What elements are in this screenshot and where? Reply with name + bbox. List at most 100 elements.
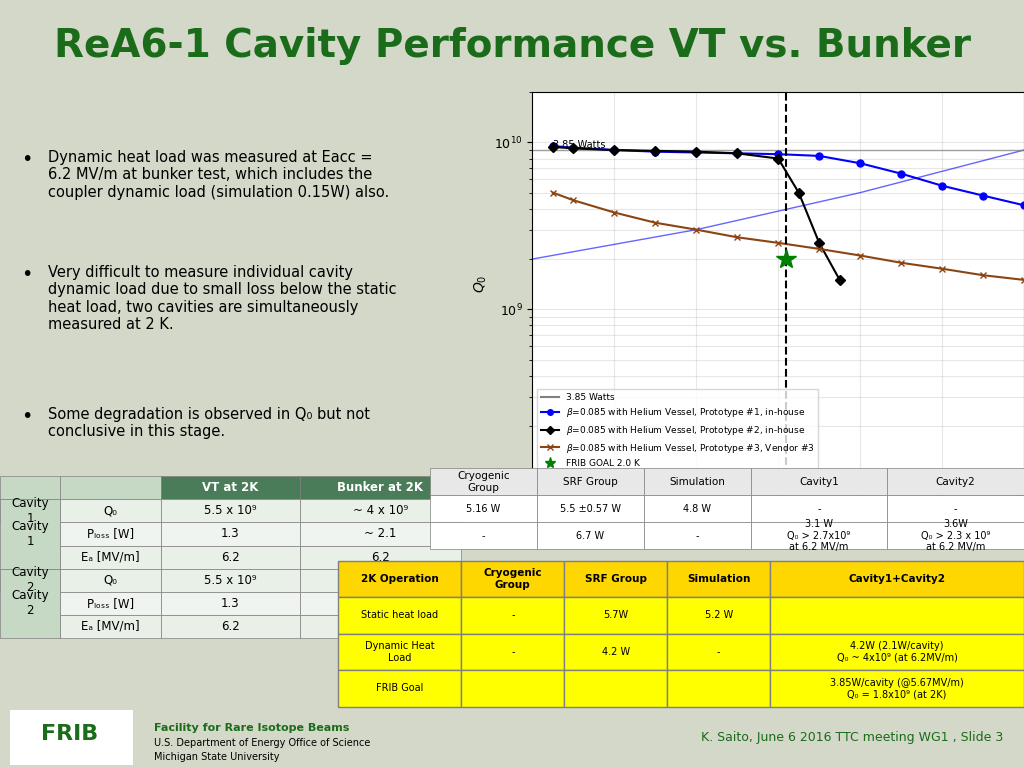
FancyBboxPatch shape [59, 545, 162, 568]
FancyBboxPatch shape [430, 522, 537, 549]
Text: 5.5 x 10⁹: 5.5 x 10⁹ [204, 505, 257, 518]
FancyBboxPatch shape [162, 499, 299, 522]
Text: Cryogenic
Group: Cryogenic Group [483, 568, 542, 590]
Text: Some degradation is observed in Q₀ but not
conclusive in this stage.: Some degradation is observed in Q₀ but n… [48, 407, 370, 439]
FancyBboxPatch shape [430, 468, 537, 495]
Text: Cavity
2: Cavity 2 [11, 566, 49, 594]
Text: Static heat load: Static heat load [361, 611, 438, 621]
FancyBboxPatch shape [162, 522, 299, 545]
FancyBboxPatch shape [299, 591, 461, 615]
FancyBboxPatch shape [668, 561, 770, 598]
Text: ~ 2.1: ~ 2.1 [364, 528, 396, 541]
FancyBboxPatch shape [0, 499, 59, 522]
FancyBboxPatch shape [751, 522, 888, 549]
FancyBboxPatch shape [0, 476, 59, 499]
Text: 6.2: 6.2 [221, 551, 240, 564]
Text: Dynamic Heat
Load: Dynamic Heat Load [365, 641, 434, 663]
Text: VT at 2K: VT at 2K [202, 482, 259, 495]
Text: Cavity
1: Cavity 1 [11, 497, 49, 525]
FancyBboxPatch shape [299, 615, 461, 638]
FancyBboxPatch shape [668, 598, 770, 634]
Text: 2K Operation: 2K Operation [360, 574, 438, 584]
Text: ~ 4 x 10⁹: ~ 4 x 10⁹ [352, 574, 408, 587]
Text: 1.3: 1.3 [221, 528, 240, 541]
Text: 6.2: 6.2 [371, 620, 389, 633]
Text: ~ 4 x 10⁹: ~ 4 x 10⁹ [352, 505, 408, 518]
FancyBboxPatch shape [162, 545, 299, 568]
Text: Pₗₒₛₛ [W]: Pₗₒₛₛ [W] [87, 528, 134, 541]
Text: Cavity1+Cavity2: Cavity1+Cavity2 [849, 574, 945, 584]
FancyBboxPatch shape [751, 468, 888, 495]
Text: Michigan State University: Michigan State University [154, 752, 280, 762]
Text: 5.16 W: 5.16 W [466, 504, 501, 514]
Text: Eₐ⁣⁣ [MV/m]: Eₐ⁣⁣ [MV/m] [81, 551, 140, 564]
FancyBboxPatch shape [338, 598, 462, 634]
FancyBboxPatch shape [299, 568, 461, 591]
Text: Eₐ⁣⁣ [MV/m]: Eₐ⁣⁣ [MV/m] [81, 620, 140, 633]
Text: Cavity1: Cavity1 [799, 477, 839, 487]
FancyBboxPatch shape [59, 522, 162, 545]
FancyBboxPatch shape [59, 615, 162, 638]
FancyBboxPatch shape [59, 568, 162, 591]
FancyBboxPatch shape [299, 522, 461, 545]
FancyBboxPatch shape [162, 568, 299, 591]
Text: 6.2: 6.2 [371, 551, 389, 564]
FancyBboxPatch shape [888, 468, 1024, 495]
FancyBboxPatch shape [644, 468, 751, 495]
FancyBboxPatch shape [888, 495, 1024, 522]
Text: •: • [22, 407, 33, 426]
FancyBboxPatch shape [299, 476, 461, 499]
FancyBboxPatch shape [59, 591, 162, 615]
Text: Cryogenic
Group: Cryogenic Group [458, 471, 510, 493]
Text: Very difficult to measure individual cavity
dynamic load due to small loss below: Very difficult to measure individual cav… [48, 265, 396, 332]
Text: -: - [481, 531, 485, 541]
Text: U.S. Department of Energy Office of Science: U.S. Department of Energy Office of Scie… [154, 738, 370, 749]
Text: FRIB Goal: FRIB Goal [376, 684, 423, 694]
FancyBboxPatch shape [668, 670, 770, 707]
X-axis label: $E_{acc}$  (MV/m): $E_{acc}$ (MV/m) [735, 505, 821, 521]
FancyBboxPatch shape [462, 670, 564, 707]
Text: K. Saito, June 6 2016 TTC meeting WG1 , Slide 3: K. Saito, June 6 2016 TTC meeting WG1 , … [701, 731, 1004, 743]
Text: SRF Group: SRF Group [563, 477, 617, 487]
FancyBboxPatch shape [430, 495, 537, 522]
Text: 5.5 x 10⁹: 5.5 x 10⁹ [204, 574, 257, 587]
FancyBboxPatch shape [0, 568, 59, 591]
FancyBboxPatch shape [162, 476, 299, 499]
FancyBboxPatch shape [299, 499, 461, 522]
FancyBboxPatch shape [0, 568, 59, 638]
Text: 3.85 Watts: 3.85 Watts [553, 141, 605, 151]
Text: Simulation: Simulation [670, 477, 725, 487]
FancyBboxPatch shape [462, 634, 564, 670]
FancyBboxPatch shape [537, 522, 644, 549]
FancyBboxPatch shape [338, 634, 462, 670]
Text: 3.1 W
Q₀ > 2.7x10⁹
at 6.2 MV/m: 3.1 W Q₀ > 2.7x10⁹ at 6.2 MV/m [787, 519, 851, 552]
Text: Cavity2: Cavity2 [936, 477, 976, 487]
FancyBboxPatch shape [10, 710, 133, 765]
Text: 5.7W: 5.7W [603, 611, 629, 621]
FancyBboxPatch shape [770, 561, 1024, 598]
Text: Dynamic heat load was measured at Eacc =
6.2 MV/m at bunker test, which includes: Dynamic heat load was measured at Eacc =… [48, 150, 389, 200]
Text: -: - [717, 647, 721, 657]
FancyBboxPatch shape [770, 670, 1024, 707]
Text: ReA6-1 Cavity Performance VT vs. Bunker: ReA6-1 Cavity Performance VT vs. Bunker [53, 27, 971, 65]
FancyBboxPatch shape [564, 634, 668, 670]
Y-axis label: $Q_0$: $Q_0$ [472, 275, 488, 293]
Text: ~ 2.1: ~ 2.1 [364, 597, 396, 610]
FancyBboxPatch shape [59, 499, 162, 522]
FancyBboxPatch shape [770, 598, 1024, 634]
Text: 6.7 W: 6.7 W [577, 531, 604, 541]
Text: Simulation: Simulation [687, 574, 751, 584]
FancyBboxPatch shape [462, 561, 564, 598]
FancyBboxPatch shape [162, 591, 299, 615]
Text: SRF Group: SRF Group [585, 574, 647, 584]
Text: 3.6W
Q₀ > 2.3 x 10⁹
at 6.2 MV/m: 3.6W Q₀ > 2.3 x 10⁹ at 6.2 MV/m [921, 519, 990, 552]
FancyBboxPatch shape [888, 522, 1024, 549]
Text: -: - [695, 531, 699, 541]
Text: 4.8 W: 4.8 W [683, 504, 712, 514]
FancyBboxPatch shape [644, 522, 751, 549]
Text: 5.5 ±0.57 W: 5.5 ±0.57 W [560, 504, 621, 514]
Text: Q₀: Q₀ [103, 574, 118, 587]
FancyBboxPatch shape [338, 561, 462, 598]
Text: •: • [22, 265, 33, 284]
FancyBboxPatch shape [537, 468, 644, 495]
